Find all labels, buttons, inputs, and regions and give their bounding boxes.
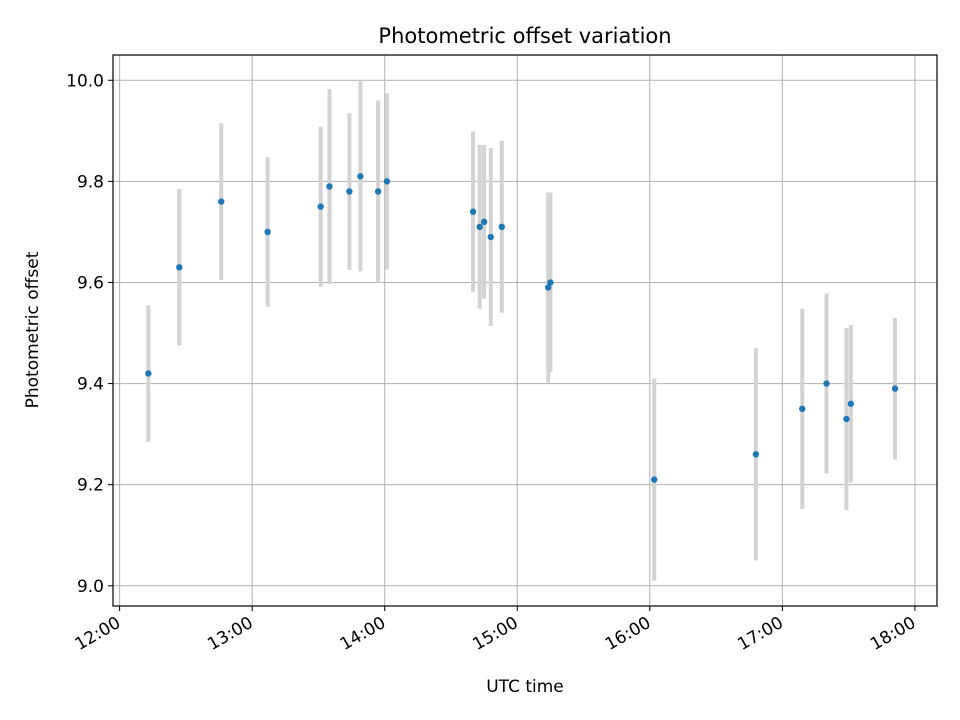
data-point <box>326 183 333 190</box>
data-point <box>843 415 850 423</box>
data-point <box>317 203 324 210</box>
data-point <box>544 284 552 291</box>
data-point <box>374 188 382 195</box>
y-tick-label: 9.2 <box>77 476 104 496</box>
data-point <box>480 218 488 226</box>
data-point <box>145 370 152 377</box>
y-axis-label: Photometric offset <box>23 251 43 408</box>
chart-title: Photometric offset variation <box>378 24 671 48</box>
data-point <box>218 198 225 205</box>
data-point <box>383 178 391 185</box>
data-point <box>547 279 554 286</box>
data-point <box>651 476 658 483</box>
data-point <box>823 380 830 387</box>
data-point <box>752 451 760 458</box>
data-point <box>847 400 855 407</box>
data-point <box>476 223 483 231</box>
data-point <box>487 233 494 241</box>
y-tick-label: 9.0 <box>77 577 104 597</box>
y-tick-label: 9.6 <box>77 273 104 293</box>
data-points <box>145 173 899 483</box>
data-point <box>264 228 271 236</box>
x-axis-label: UTC time <box>486 677 564 697</box>
data-point <box>498 223 506 231</box>
data-point <box>799 405 806 413</box>
data-point <box>176 264 183 271</box>
y-axis-ticks: 9.0 9.2 9.4 9.6 9.8 10.0 <box>66 71 113 597</box>
plot-frame <box>112 54 938 607</box>
data-point <box>357 173 364 180</box>
data-point <box>346 188 353 195</box>
data-point <box>891 385 899 392</box>
data-point <box>469 208 477 215</box>
y-tick-label: 9.8 <box>77 172 104 192</box>
y-tick-label: 10.0 <box>66 71 104 91</box>
y-tick-label: 9.4 <box>77 375 104 395</box>
grid <box>113 55 937 606</box>
